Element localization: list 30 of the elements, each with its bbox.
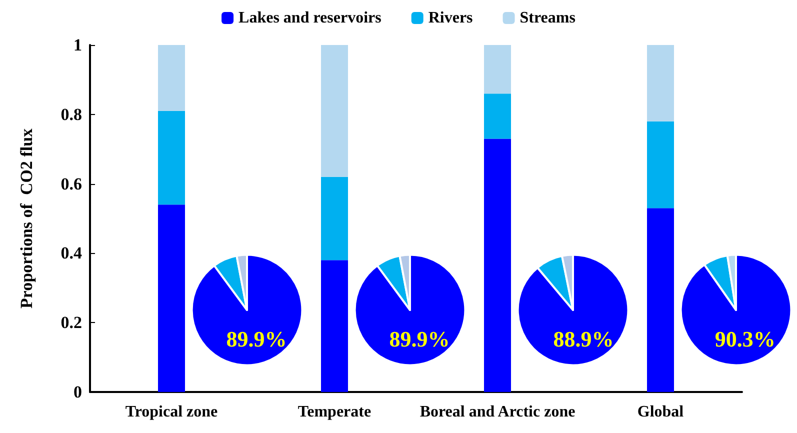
data-label: 90.3% [714, 326, 775, 352]
y-tick-label: 0.4 [60, 244, 82, 263]
y-tick-label: 0.8 [60, 104, 82, 124]
data-label: 88.9% [552, 326, 614, 352]
x-tick-label: Tropical zone [125, 404, 218, 420]
y-tick-label: 0.6 [60, 174, 82, 194]
data-label: 89.9% [226, 326, 286, 352]
bar [647, 45, 674, 122]
bar [484, 94, 511, 139]
y-tick-label: 1 [74, 36, 82, 54]
bar [484, 45, 511, 94]
bar [158, 45, 185, 111]
y-tick-label: 0 [74, 382, 82, 402]
x-tick-label: Global [637, 404, 684, 420]
y-tick-label: 0.2 [60, 313, 82, 332]
legend-label: Rivers [428, 10, 473, 26]
legend-label: Streams [520, 10, 576, 26]
bar [158, 110, 185, 205]
bar [321, 260, 348, 392]
x-tick-label: Boreal and Arctic zone [420, 404, 576, 420]
bar [158, 204, 185, 392]
data-label: 89.9% [388, 326, 450, 352]
bar [321, 176, 348, 260]
legend-label: Lakes and reservoirs [238, 10, 382, 26]
bar [647, 121, 674, 208]
bar [647, 208, 674, 392]
x-tick-label: Temperate [298, 404, 372, 420]
y-axis-title: Proportions of CO2 flux [17, 128, 36, 309]
bar [484, 138, 511, 392]
bar [321, 45, 348, 177]
